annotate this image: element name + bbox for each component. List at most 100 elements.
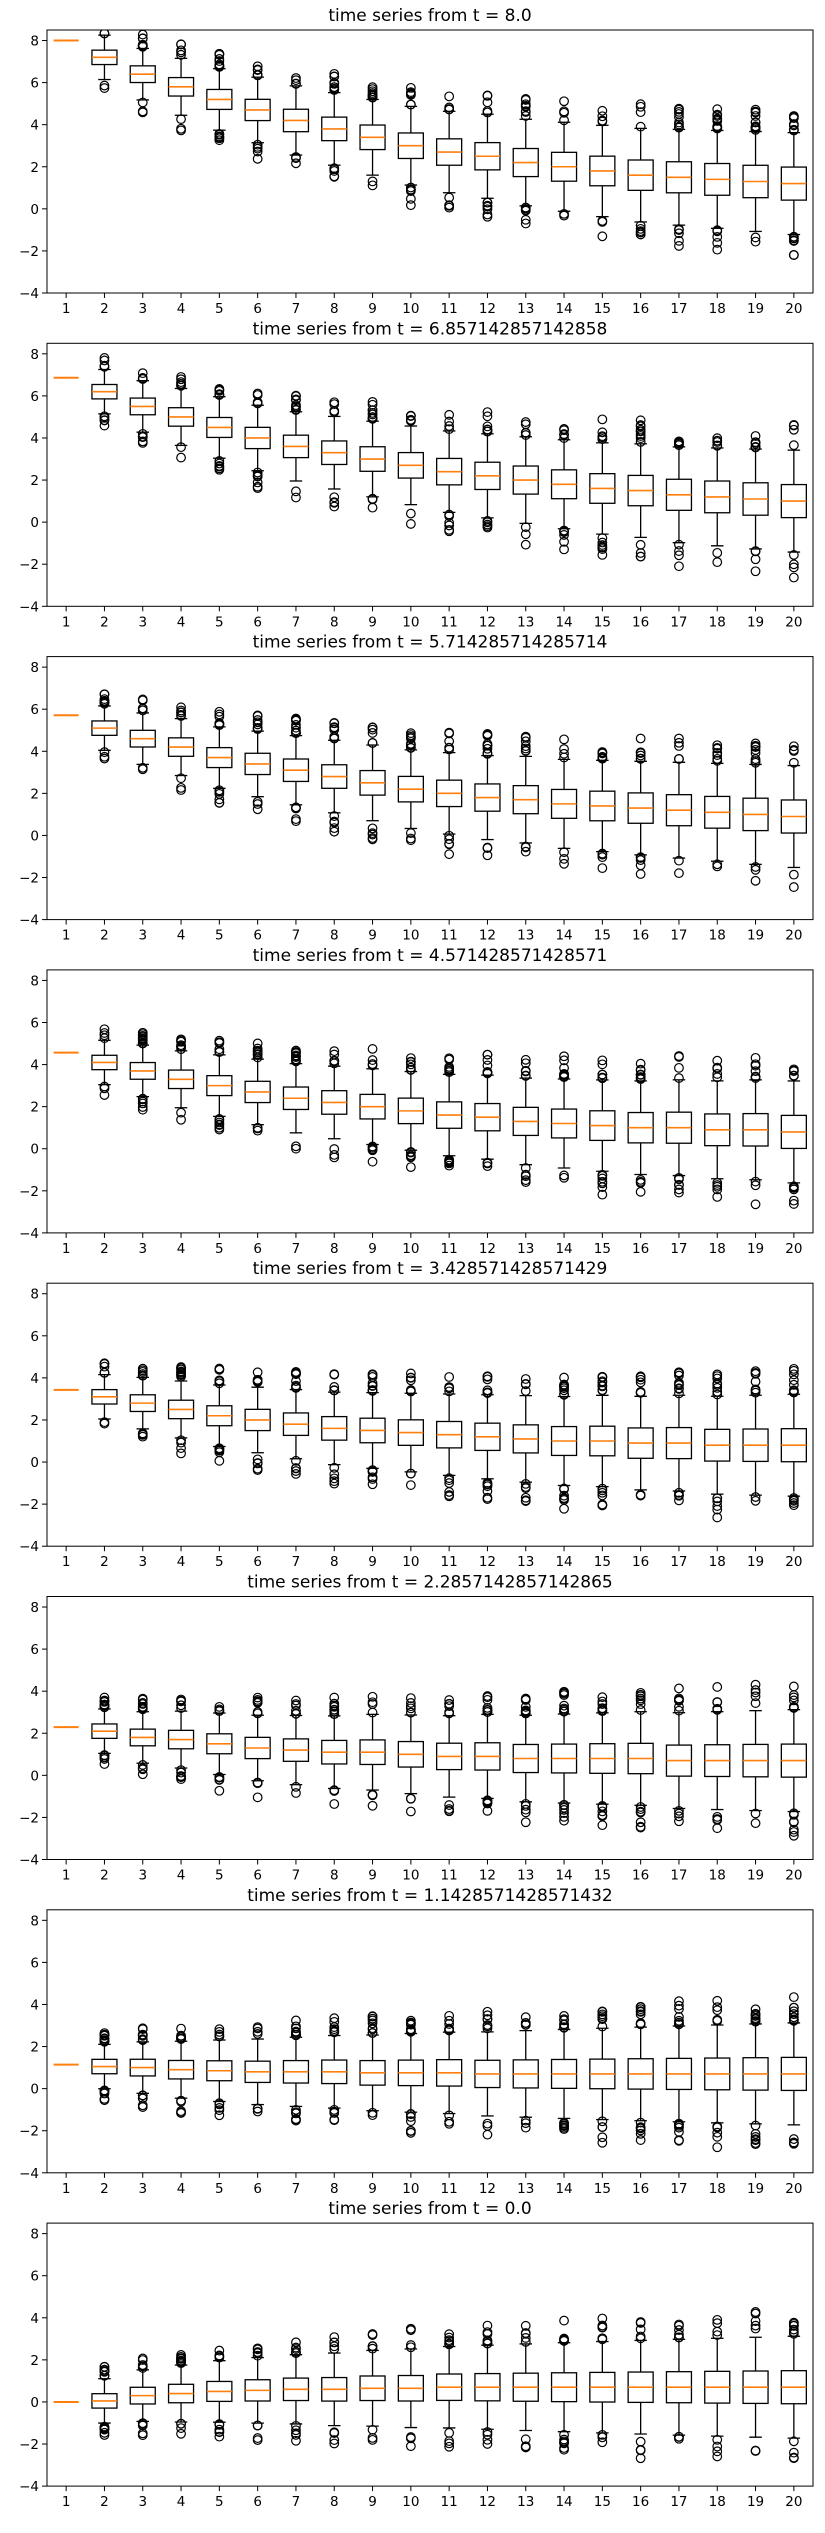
box-4 [167,1362,195,1459]
outlier-point [559,1055,569,1066]
x-tick-label: 15 [594,928,611,944]
x-tick-label: 1 [62,928,71,944]
chart-title: time series from t = 0.0 [328,2199,531,2219]
outlier-point [291,2021,301,2032]
outlier-point [712,1512,723,1523]
box-4 [167,372,195,463]
outlier-point [597,1072,608,1083]
outlier-point [482,517,493,528]
y-tick-label: −2 [19,244,39,260]
box-14 [550,734,578,869]
box-5 [206,48,233,146]
outlier-point [444,1154,455,1165]
outlier-point [252,1696,263,1707]
outlier-point [291,390,301,401]
outlier-point [367,722,378,733]
outlier-point [176,707,186,718]
outlier-point [444,1490,455,1500]
outlier-point [482,1371,493,1382]
outlier-point [559,107,569,118]
chart-title: time series from t = 8.0 [328,6,531,26]
outlier-point [597,2313,608,2324]
outlier-point [712,1181,723,1192]
outlier-point [788,250,799,260]
x-tick-label: 14 [555,1554,572,1570]
outlier-point [712,2451,723,2462]
chart-title: time series from t = 5.714285714285714 [253,633,608,653]
outlier-point [674,224,684,234]
outlier-point [444,1804,455,1814]
y-tick-label: 2 [30,473,39,489]
x-tick-label: 7 [292,928,301,944]
outlier-point [367,1474,378,1484]
x-tick-label: 9 [368,1554,377,1570]
x-tick-label: 20 [785,2181,802,2197]
x-tick-label: 12 [479,2181,496,2197]
outlier-point [291,2346,301,2357]
box-16 [627,2317,654,2464]
outlier-point [520,731,531,742]
outlier-point [444,1053,455,1064]
x-tick-label: 11 [441,2494,458,2510]
x-tick-label: 9 [368,2181,377,2197]
outlier-point [674,737,684,748]
outlier-point [329,823,340,834]
box-20 [780,111,807,260]
x-tick-label: 20 [785,301,802,317]
outlier-point [788,1375,799,1386]
outlier-point [559,1170,569,1181]
outlier-point [291,1047,301,1058]
x-tick-label: 7 [292,614,301,630]
y-tick-label: 8 [30,1600,39,1616]
outlier-point [559,1815,569,1826]
outlier-point [176,39,186,50]
outlier-point [405,835,416,846]
outlier-point [750,1679,761,1690]
outlier-point [635,101,646,112]
outlier-point [329,405,340,416]
outlier-point [520,2122,531,2133]
outlier-point [597,540,608,550]
box-11 [435,2329,463,2452]
outlier-point [635,121,646,132]
x-tick-label: 9 [368,928,377,944]
outlier-point [712,1823,723,1834]
outlier-point [329,1152,340,1163]
outlier-point [597,2021,608,2032]
outlier-point [252,477,263,488]
x-tick-label: 17 [670,1241,687,1257]
x-tick-label: 4 [177,614,186,630]
outlier-point [444,517,455,528]
box-10 [397,2323,425,2452]
x-tick-label: 6 [253,2181,262,2197]
outlier-point [712,2441,723,2452]
outlier-point [367,1141,378,1152]
outlier-point [137,2093,148,2104]
x-tick-label: 1 [62,301,71,317]
outlier-point [712,232,723,242]
box-17 [665,436,693,572]
boxplot-panel-3: time series from t = 5.714285714285714 −4… [19,633,814,944]
x-tick-label: 4 [177,1554,186,1570]
x-tick-label: 8 [330,301,339,317]
outlier-point [750,1059,761,1070]
outlier-point [482,748,493,759]
x-tick-label: 5 [215,928,224,944]
outlier-point [482,1691,493,1701]
y-tick-label: 4 [30,118,39,134]
outlier-point [252,1050,263,1060]
outlier-point [252,153,263,164]
outlier-point [674,1187,684,1198]
outlier-point [520,1054,531,1065]
outlier-point [252,483,263,494]
outlier-point [635,1374,646,1385]
outlier-point [750,1808,761,1819]
outlier-point [214,49,225,60]
outlier-point [520,2115,531,2126]
outlier-point [329,2428,340,2438]
outlier-point [712,121,723,131]
x-tick-label: 13 [517,928,534,944]
outlier-point [405,1701,416,1712]
outlier-point [291,2344,301,2354]
outlier-point [674,2118,684,2129]
